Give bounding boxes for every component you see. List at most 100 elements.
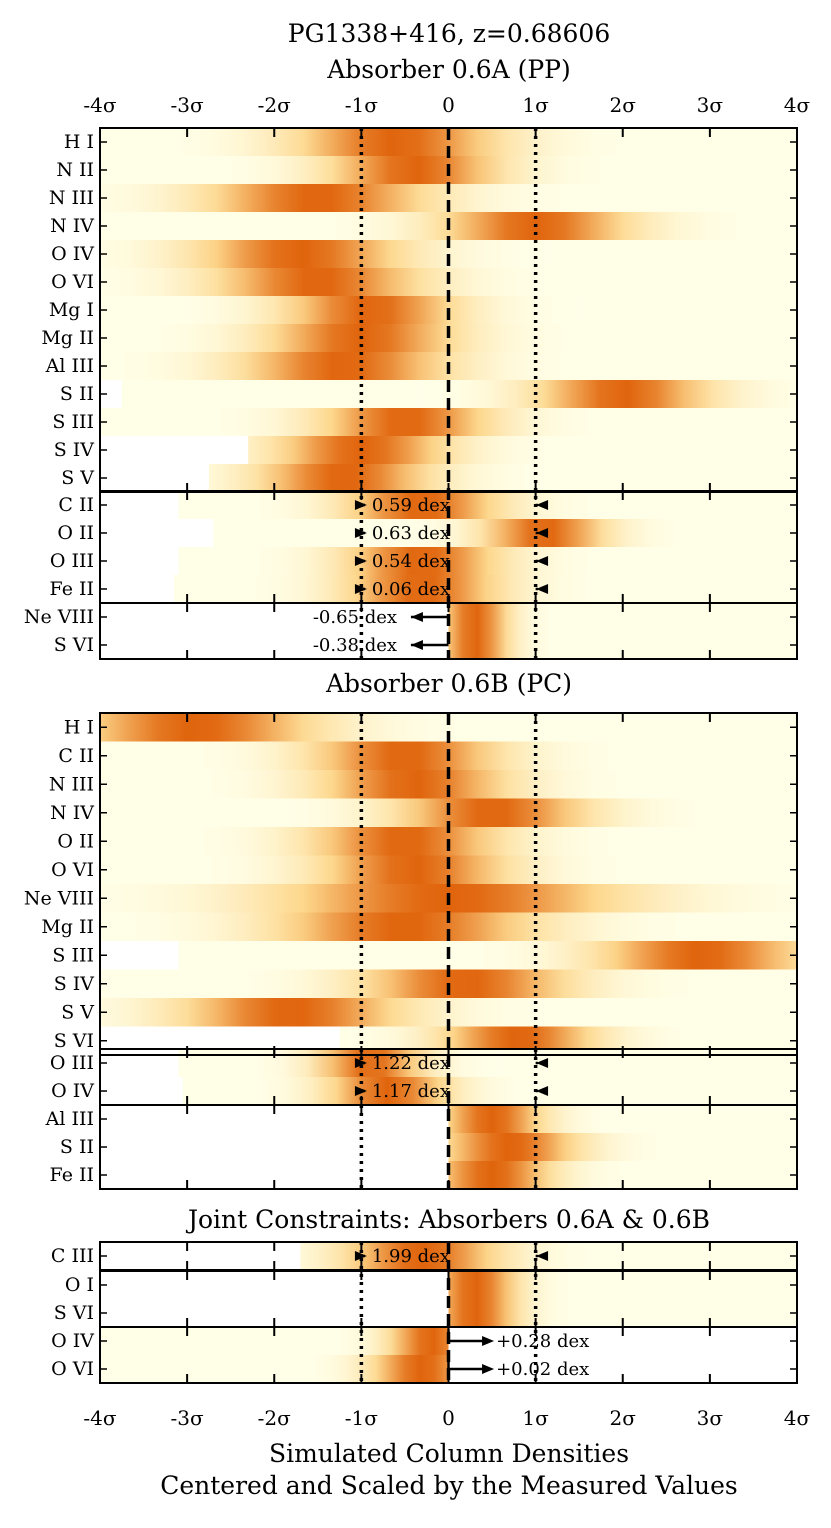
heat-row-absorber-0-6b-pc-s-iii	[178, 941, 798, 970]
arrow-head-right	[482, 1364, 495, 1374]
heat-row-absorber-0-6a-pp-o-iii	[178, 547, 798, 575]
dex-annotation: 0.06 dex	[372, 579, 450, 600]
panel-heading-2: Absorber 0.6B (PC)	[325, 669, 572, 698]
x-axis-label-line2: Centered and Scaled by the Measured Valu…	[160, 1471, 738, 1500]
ion-label-h-i: H I	[64, 131, 94, 153]
heat-row-absorber-0-6a-pp-c-ii	[178, 491, 798, 519]
x-tick-label-bottom: 2σ	[610, 1406, 637, 1430]
ion-label-n-iv: N IV	[50, 215, 94, 237]
dex-annotation: +0.02 dex	[496, 1359, 589, 1380]
ion-label-s-iii: S III	[52, 411, 94, 433]
ion-label-s-v: S V	[61, 467, 94, 489]
panel-heading-3: Joint Constraints: Absorbers 0.6A & 0.6B	[185, 1205, 710, 1234]
ion-label-s-iv: S IV	[54, 973, 95, 995]
ion-label-o-ii: O II	[57, 830, 94, 852]
ion-label-h-i: H I	[64, 716, 94, 738]
arrow-head-left	[536, 1251, 549, 1261]
ion-label-s-vi: S VI	[54, 1030, 94, 1052]
ion-label-o-ii: O II	[57, 522, 94, 544]
dex-annotation: -0.65 dex	[313, 607, 397, 628]
ion-label-al-iii: Al III	[45, 1108, 94, 1130]
figure-title: PG1338+416, z=0.68606	[288, 19, 610, 48]
ion-label-o-iii: O III	[50, 1052, 94, 1074]
heat-row-absorber-0-6b-pc-s-ii	[448, 1133, 797, 1161]
arrow-head-left	[410, 640, 423, 650]
arrow-head-left	[536, 1058, 549, 1068]
x-tick-label-bottom: 1σ	[522, 1406, 549, 1430]
ion-label-fe-ii: Fe II	[50, 578, 94, 600]
heat-row-absorber-0-6a-pp-fe-ii	[174, 575, 797, 603]
heat-row-absorber-0-6a-pp-s-iv	[248, 436, 798, 464]
ion-label-o-iii: O III	[50, 550, 94, 572]
arrow-head-left	[536, 1086, 549, 1096]
ion-label-n-iii: N III	[49, 187, 94, 209]
ion-label-n-iv: N IV	[50, 802, 94, 824]
arrow-head-left	[536, 556, 549, 566]
ion-labels: H I N II N III N IV O IV O VI Mg I Mg II Al III S…	[24, 131, 94, 1380]
ion-label-o-iv: O IV	[51, 1080, 94, 1102]
ion-label-s-ii: S II	[60, 383, 94, 405]
x-tick-label-top: -4σ	[83, 93, 116, 117]
ion-label-o-iv: O IV	[51, 243, 94, 265]
x-tick-label-top: 2σ	[610, 93, 637, 117]
ion-label-o-i: O I	[65, 1274, 94, 1296]
heat-row-absorber-0-6b-pc-o-iii	[178, 1049, 798, 1077]
x-tick-label-bottom: -2σ	[258, 1406, 291, 1430]
x-tick-label-top: -2σ	[258, 93, 291, 117]
dex-annotation: 1.22 dex	[372, 1053, 450, 1074]
ion-label-s-iii: S III	[52, 944, 94, 966]
arrow-head-left	[536, 584, 549, 594]
x-tick-label-bottom: -3σ	[171, 1406, 204, 1430]
heat-row-absorber-0-6a-pp-s-v	[208, 464, 797, 492]
dex-annotation: -0.38 dex	[313, 635, 397, 656]
x-axis-label-line1: Simulated Column Densities	[269, 1439, 629, 1468]
x-tick-label-top: 1σ	[522, 93, 549, 117]
ion-label-s-v: S V	[61, 1001, 94, 1023]
x-tick-label-top: 0	[442, 93, 455, 117]
ion-label-n-iii: N III	[49, 773, 94, 795]
arrow-head-right	[354, 1251, 367, 1261]
x-tick-label-bottom: -4σ	[83, 1406, 116, 1430]
annotations: 0.59 dex 0.63 dex 0.54 dex 0.06 dex -0.65 de…	[313, 495, 589, 1380]
ion-label-c-ii: C II	[58, 745, 94, 767]
arrow-head-left	[536, 528, 549, 538]
ion-label-o-vi: O VI	[51, 1358, 94, 1380]
heat-row-absorber-0-6a-pp-s-ii	[121, 380, 798, 408]
ion-label-mg-ii: Mg II	[41, 916, 94, 938]
heat-row-absorber-0-6b-pc-o-iv	[182, 1077, 797, 1105]
ion-label-c-ii: C II	[58, 494, 94, 516]
arrow-head-right	[354, 500, 367, 510]
axis-ticks: -4σ -4σ -3σ -3σ -2σ -2σ -1σ -1σ 0 0 1σ 1σ 2σ 2σ 3σ 3σ 4σ…	[83, 93, 810, 1430]
heat-row-absorber-0-6a-pp-o-ii	[213, 519, 798, 547]
ion-label-ne-viii: Ne VIII	[24, 606, 94, 628]
x-tick-label-bottom: -1σ	[345, 1406, 378, 1430]
ion-label-ne-viii: Ne VIII	[24, 887, 94, 909]
ion-label-o-vi: O VI	[51, 271, 94, 293]
arrow-head-right	[354, 556, 367, 566]
x-tick-label-bottom: 0	[442, 1406, 455, 1430]
panel-heading-1: Absorber 0.6A (PP)	[326, 55, 571, 84]
arrow-head-right	[354, 1086, 367, 1096]
arrow-head-right	[354, 1058, 367, 1068]
dex-annotation: 0.59 dex	[372, 495, 450, 516]
dex-annotation: 0.54 dex	[372, 551, 450, 572]
arrow-head-left	[536, 500, 549, 510]
arrow-head-right	[354, 584, 367, 594]
ion-label-s-vi: S VI	[54, 634, 94, 656]
ion-label-c-iii: C III	[51, 1245, 94, 1267]
x-tick-label-bottom: 4σ	[784, 1406, 811, 1430]
x-tick-label-top: -3σ	[171, 93, 204, 117]
ion-label-o-iv: O IV	[51, 1330, 94, 1352]
dex-annotation: 0.63 dex	[372, 523, 450, 544]
arrow-head-right	[482, 1336, 495, 1346]
ion-label-s-iv: S IV	[54, 439, 95, 461]
ion-label-s-ii: S II	[60, 1136, 94, 1158]
dex-annotation: +0.28 dex	[496, 1331, 589, 1352]
dex-annotation: 1.99 dex	[372, 1246, 450, 1267]
x-tick-label-top: 4σ	[784, 93, 811, 117]
x-tick-label-top: 3σ	[697, 93, 724, 117]
ion-label-o-vi: O VI	[51, 859, 94, 881]
x-tick-label-top: -1σ	[345, 93, 378, 117]
ion-label-fe-ii: Fe II	[50, 1164, 94, 1186]
